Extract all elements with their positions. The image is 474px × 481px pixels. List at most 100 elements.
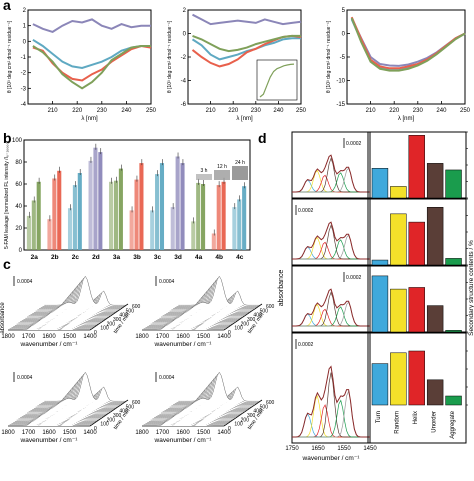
time-tick-label: 600 [266,304,275,310]
category-label: Helix [413,411,419,424]
bar-3a-3h [109,181,114,250]
component-band [292,174,370,193]
scalebar-label: 0.0004 [159,279,175,285]
y-tick-label: 1 [23,24,27,30]
x-tick-label: 240 [273,108,284,114]
spectrum-frame [291,265,371,333]
time-tick-label: 500 [260,308,269,314]
y-tick-label: 5 [342,8,346,14]
bar-2d-12h [93,147,98,250]
bar-3d-24h [180,163,185,250]
scalebar-label: 0.0002 [346,141,362,147]
structure-bar-helix [408,135,425,199]
spectrum-trace [44,275,127,306]
y-tick-label: 80 [15,160,22,166]
scalebar-label: 0.0004 [17,375,33,381]
category-label: 3d [174,254,182,261]
y-axis-label: 5-FAM leakage [normalized FL intensity /… [4,140,10,249]
bar-4a-24h [201,184,206,250]
y-tick-label: -5 [340,55,346,61]
panel-label-b: b [3,130,12,146]
y-tick-label: -4 [181,79,187,85]
time-tick-label: 0 [228,426,231,432]
x-tick-label: 1600 [42,430,56,436]
legend-swatch [232,166,248,180]
bar-4b-24h [221,181,226,250]
structure-bar-aggregate [445,330,462,333]
bar-2d-24h [98,152,103,250]
category-label: 4a [195,254,203,261]
bar-2c-24h [77,173,82,250]
x-tick-label: 230 [97,108,108,114]
bar-3c-24h [159,163,165,250]
legend-label: 24 h [235,160,245,166]
bar-3b-3h [129,210,134,250]
time-tick-label: 300 [247,317,256,323]
x-tick-label: 1500 [197,430,211,436]
category-label: 2d [92,254,100,261]
x-tick-label: 1750 [285,446,299,452]
spectrum-frame [291,131,371,199]
time-tick-label: 300 [247,413,256,419]
inset-frame [256,59,298,101]
legend-swatch [214,170,230,180]
time-tick-label: 0 [94,426,97,432]
x-tick-label: 1400 [217,430,231,436]
x-axis-label: wavenumber / cm⁻¹ [154,437,213,444]
x-tick-label: 1800 [1,430,15,436]
time-tick-label: 200 [241,417,250,423]
x-tick-label: 250 [460,108,471,114]
x-tick-label: 220 [228,108,239,114]
time-tick-label: 500 [260,404,269,410]
spectrum-trace [178,371,261,402]
spectrum-trace [44,371,127,402]
scalebar-label: 0.0002 [346,275,362,281]
bar-2a-3h [26,215,31,250]
series-line-green [350,17,466,72]
structure-bar-random [390,186,407,199]
bar-3b-12h [134,179,139,250]
x-tick-label: 1600 [176,430,190,436]
structure-bar-random [390,213,407,266]
x-tick-label: 230 [251,108,262,114]
bar-4a-12h [196,182,201,250]
x-tick-label: 1400 [83,430,97,436]
bar-3a-12h [113,180,119,250]
y-tick-label: -6 [181,102,187,108]
bar-3a-24h [118,168,123,250]
structure-bar-turn [371,275,389,333]
y-tick-label: 20 [15,226,22,232]
x-axis-label: wavenumber / cm⁻¹ [302,455,361,462]
bar-2d-3h [88,160,93,250]
structure-bar-random [390,288,407,333]
x-tick-label: 220 [389,108,400,114]
category-label: Turn [376,411,382,423]
x-tick-label: 1450 [363,446,377,452]
y-tick-label: -3 [21,86,27,92]
time-tick-label: 500 [126,404,135,410]
time-tick-label: 200 [107,321,116,327]
legend-label: 3 h [201,168,208,174]
x-tick-label: 1550 [337,446,351,452]
bar-frame [367,332,467,444]
legend-swatch [196,174,212,180]
time-tick-label: 100 [100,422,109,428]
series-line-purple [192,13,302,26]
structure-bar-random [390,352,407,406]
x-tick-label: 210 [206,108,217,114]
time-tick-label: 400 [253,313,262,319]
x-tick-label: 1600 [42,334,56,340]
inset-line [259,63,295,98]
scalebar-label: 0.0004 [159,375,175,381]
y-tick-label: -10 [336,79,345,85]
y-axis-label: θ [10³ deg cm² dmol⁻¹ residue⁻¹] [7,20,13,93]
y-axis-label: θ [10³ deg cm² dmol⁻¹ residue⁻¹] [167,20,173,93]
y-tick-label: 0 [183,32,187,38]
y-tick-label: 40 [15,204,22,210]
structure-bar-helix [408,350,425,406]
time-tick-label: 400 [119,313,128,319]
x-tick-label: 1400 [83,334,97,340]
category-label: Unorder [431,411,437,433]
y-tick-label: -1 [21,55,27,61]
